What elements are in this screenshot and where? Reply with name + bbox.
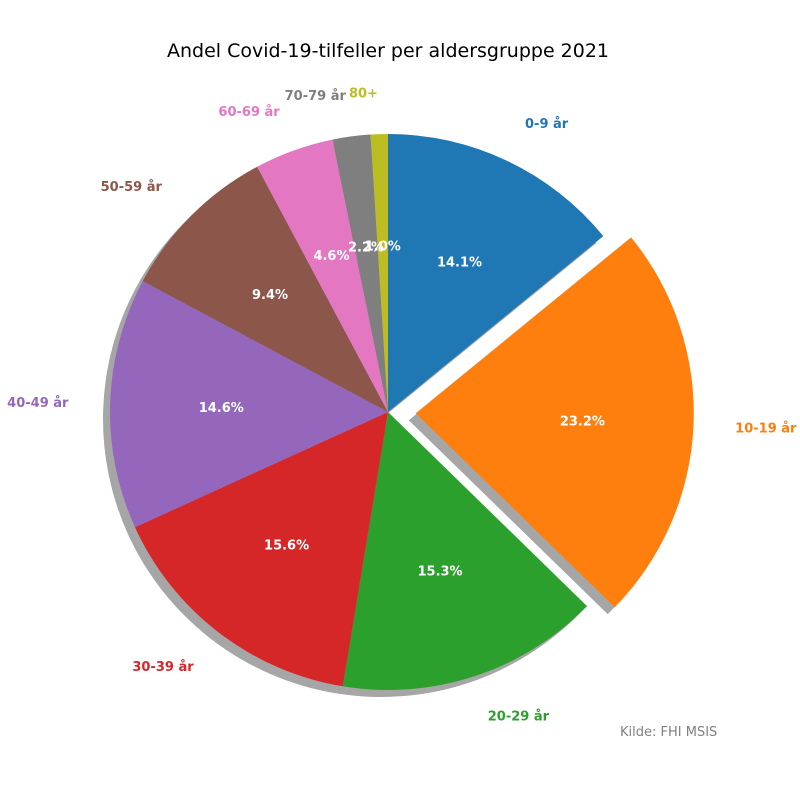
slice-percent-label-50-59-r: 9.4% [252,288,288,303]
slice-category-label-40-49-r: 40-49 år [7,396,69,411]
slice-category-label-80plus: 80+ [349,86,378,101]
slice-percent-label-10-19-r: 23.2% [560,415,605,430]
pie-slice-50-59-r [142,166,388,412]
slice-percent-label-0-9-r: 14.1% [437,255,482,270]
pie-slice-80plus [370,134,388,412]
pie-slice-30-39-r [134,412,388,687]
pie-slice-40-49-r [110,281,389,528]
slice-category-label-0-9-r: 0-9 år [525,117,569,132]
slice-category-label-70-79-r: 70-79 år [285,89,347,104]
chart-title: Andel Covid-19-tilfeller per aldersgrupp… [167,40,609,62]
slice-category-label-20-29-r: 20-29 år [488,710,550,725]
slice-category-label-30-39-r: 30-39 år [132,660,194,675]
source-note: Kilde: FHI MSIS [620,725,717,740]
pie-slice-10-19-r [415,237,694,608]
slice-category-label-50-59-r: 50-59 år [101,180,163,195]
slice-category-label-60-69-r: 60-69 år [218,105,280,120]
pie-slice-0-9-r [388,134,604,412]
slice-percent-label-60-69-r: 4.6% [313,249,349,264]
pie-slice-layer [110,134,694,690]
pie-slice-20-29-r [342,412,588,690]
pie-label-layer: 14.1% 0-9 år 23.2% 10-19 år 15.3% 20-29 år 15.… [7,86,797,724]
slice-percent-label-30-39-r: 15.6% [264,538,309,553]
slice-category-label-10-19-r: 10-19 år [735,421,797,436]
pie-slice-60-69-r [257,139,388,413]
slice-percent-label-70-79-r: 2.2% [348,241,384,256]
slice-percent-label-20-29-r: 15.3% [417,564,462,579]
slice-percent-label-40-49-r: 14.6% [199,401,244,416]
slice-percent-label-80plus: 1.0% [365,239,401,254]
pie-slice-70-79-r [332,134,388,412]
